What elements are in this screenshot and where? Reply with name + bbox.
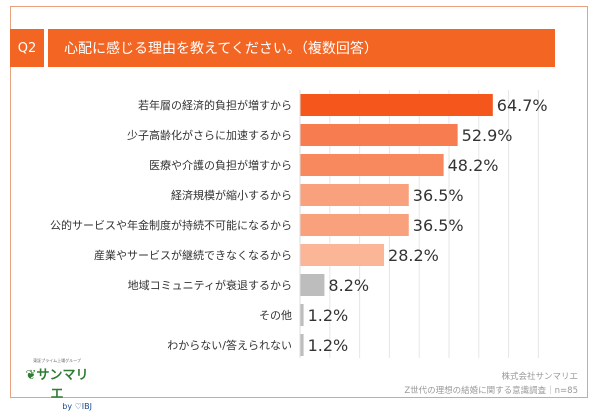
data-label: 36.5%: [413, 216, 464, 235]
footer: 株式会社サンマリエ Z世代の理想の結婚に関する意識調査｜n=85: [404, 370, 578, 398]
category-label: 公的サービスや年金制度が持続不可能になるから: [50, 218, 292, 232]
category-label: 若年層の経済的負担が増すから: [138, 98, 292, 112]
logo: 東証プライム上場グループ ❦サンマリエ by ♡IBJ: [22, 358, 92, 411]
data-label: 36.5%: [413, 186, 464, 205]
bar: [300, 274, 325, 296]
chart-frame: [10, 6, 588, 398]
question-number: Q2: [10, 29, 44, 67]
bar: [300, 184, 409, 206]
data-label: 48.2%: [448, 156, 499, 175]
bar: [300, 304, 304, 326]
category-label: 少子高齢化がさらに加速するから: [127, 128, 292, 142]
data-label: 8.2%: [328, 276, 369, 295]
data-label: 1.2%: [308, 336, 349, 355]
leaf-icon: ❦: [25, 368, 37, 383]
bar: [300, 124, 458, 146]
footer-company: 株式会社サンマリエ: [501, 372, 578, 382]
category-label: 地域コミュニティが衰退するから: [128, 278, 292, 292]
bar: [300, 94, 493, 116]
category-label: 経済規模が縮小するから: [171, 188, 292, 202]
logo-tagline: 東証プライム上場グループ: [33, 358, 81, 363]
bar: [300, 334, 304, 356]
category-label: わからない/答えられない: [167, 338, 292, 352]
data-label: 1.2%: [308, 306, 349, 325]
data-label: 28.2%: [388, 246, 439, 265]
logo-name: ❦サンマリエ: [25, 368, 89, 402]
logo-by: by ♡IBJ: [62, 402, 92, 411]
category-label: 医療や介護の負担が増すから: [149, 158, 292, 172]
question-title: 心配に感じる理由を教えてください。（複数回答）: [48, 29, 555, 67]
bar: [300, 244, 385, 266]
bar: [300, 214, 409, 236]
category-label: 産業やサービスが継続できなくなるから: [94, 248, 292, 262]
footer-source: Z世代の理想の結婚に関する意識調査｜n=85: [404, 386, 578, 396]
bar: [300, 154, 444, 176]
data-label: 52.9%: [462, 126, 513, 145]
data-label: 64.7%: [497, 96, 548, 115]
category-label: その他: [259, 309, 292, 322]
